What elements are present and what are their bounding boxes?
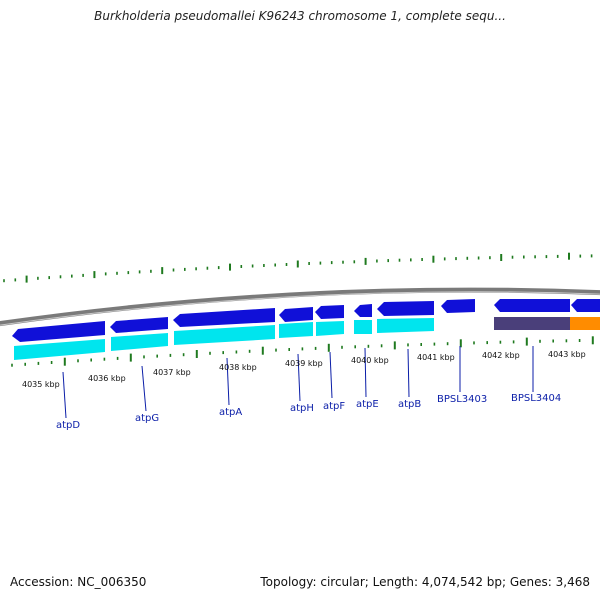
gene-label-atpe[interactable]: atpE	[356, 399, 379, 410]
cds-feature-atpg[interactable]	[110, 317, 168, 333]
gene-feature-atpf[interactable]	[316, 321, 344, 336]
cds-feature-bpsl3404[interactable]	[494, 299, 570, 312]
gene-feature-bpsl3404[interactable]	[494, 317, 570, 330]
cds-feature-atph[interactable]	[279, 307, 313, 322]
gene-feature-atpg[interactable]	[111, 333, 168, 351]
cds-feature-atpd[interactable]	[12, 321, 105, 342]
gene-label-atpg[interactable]: atpG	[135, 413, 159, 424]
gene-label-leaders	[62, 346, 534, 419]
chromosome-backbone	[0, 287, 600, 327]
gene-feature-atpb[interactable]	[377, 318, 434, 333]
cds-feature-bpsl3403[interactable]	[441, 299, 475, 313]
cds-feature-next[interactable]	[571, 299, 600, 312]
gene-label-bpsl3403[interactable]: BPSL3403	[437, 394, 487, 405]
gene-feature-atpe[interactable]	[354, 320, 372, 334]
scale-label: 4041 kbp	[417, 353, 455, 362]
scale-track	[11, 336, 594, 367]
gene-label-atph[interactable]: atpH	[290, 403, 314, 414]
gene-label-atpb[interactable]: atpB	[398, 399, 421, 410]
gc-content-track	[3, 252, 593, 283]
gene-feature-atpd[interactable]	[14, 339, 105, 360]
cds-feature-atpb[interactable]	[377, 301, 434, 316]
cds-feature-atpa[interactable]	[173, 308, 275, 327]
gene-feature-next[interactable]	[570, 317, 600, 330]
accession-label: Accession: NC_006350	[10, 575, 147, 589]
cds-feature-atpe[interactable]	[354, 304, 372, 317]
gene-label-atpa[interactable]: atpA	[219, 407, 242, 418]
gene-label-atpd[interactable]: atpD	[56, 420, 80, 431]
cds-feature-atpf[interactable]	[315, 305, 344, 319]
scale-labels: 4035 kbp 4036 kbp 4037 kbp 4038 kbp 4039…	[22, 350, 586, 389]
gene-track	[14, 317, 600, 360]
scale-label: 4042 kbp	[482, 351, 520, 360]
gene-label-atpf[interactable]: atpF	[323, 401, 345, 412]
scale-label: 4040 kbp	[351, 356, 389, 365]
scale-label: 4039 kbp	[285, 359, 323, 368]
scale-label: 4038 kbp	[219, 363, 257, 372]
gene-feature-atph[interactable]	[279, 322, 313, 338]
scale-label: 4036 kbp	[88, 374, 126, 383]
gene-labels: atpD atpG atpA atpH atpF atpE atpB BPSL3…	[56, 393, 561, 431]
topology-summary: Topology: circular; Length: 4,074,542 bp…	[260, 575, 590, 589]
scale-label: 4043 kbp	[548, 350, 586, 359]
scale-label: 4037 kbp	[153, 368, 191, 377]
map-title: Burkholderia pseudomallei K96243 chromos…	[94, 9, 506, 23]
scale-label: 4035 kbp	[22, 380, 60, 389]
chromosome-backbone-highlight	[0, 291, 600, 326]
gene-label-bpsl3404[interactable]: BPSL3404	[511, 393, 561, 404]
cds-track	[12, 299, 600, 342]
gene-feature-atpa[interactable]	[174, 325, 275, 345]
